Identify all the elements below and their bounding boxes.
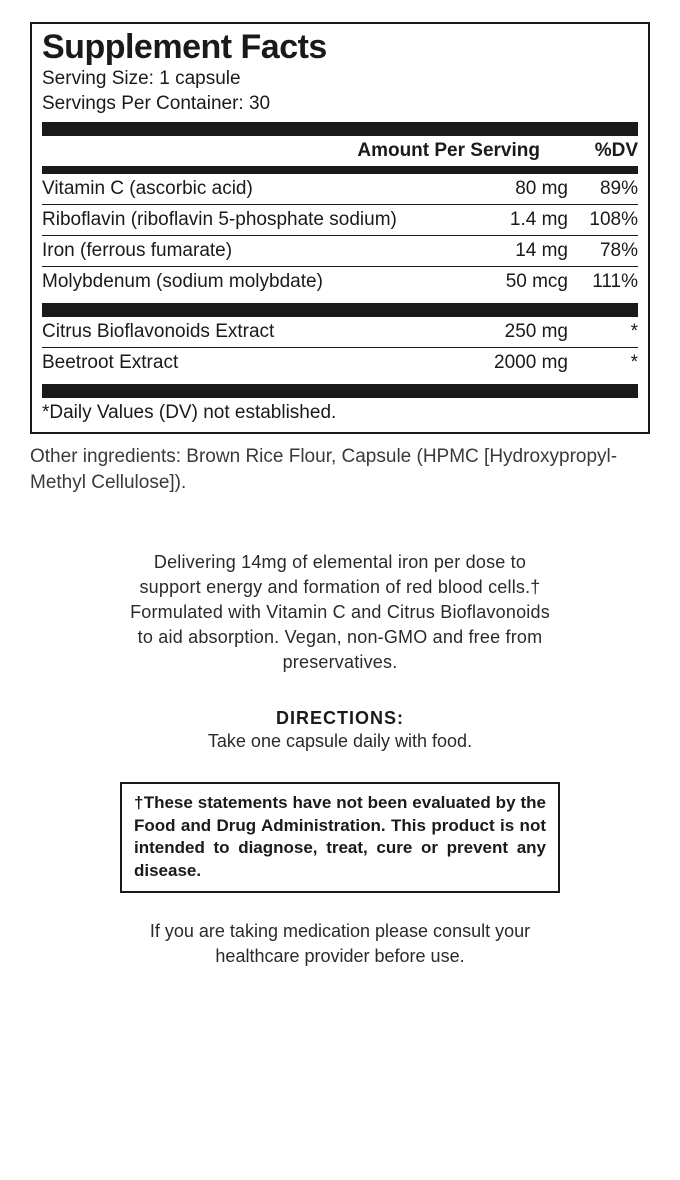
- table-row: Citrus Bioflavonoids Extract 250 mg *: [42, 317, 638, 348]
- nutrient-name: Citrus Bioflavonoids Extract: [42, 321, 458, 343]
- nutrient-amount: 1.4 mg: [458, 209, 568, 231]
- directions-label: DIRECTIONS:: [30, 708, 650, 729]
- dv-footnote: *Daily Values (DV) not established.: [42, 398, 638, 424]
- nutrient-dv: 89%: [568, 178, 638, 200]
- table-row: Riboflavin (riboflavin 5-phosphate sodiu…: [42, 205, 638, 236]
- nutrient-name: Iron (ferrous fumarate): [42, 240, 458, 262]
- nutrient-amount: 80 mg: [458, 178, 568, 200]
- directions-text: Take one capsule daily with food.: [30, 731, 650, 752]
- nutrient-dv: *: [568, 321, 638, 343]
- fda-disclaimer: †These statements have not been evaluate…: [120, 782, 560, 894]
- table-row: Molybdenum (sodium molybdate) 50 mcg 111…: [42, 267, 638, 297]
- supplement-facts-panel: Supplement Facts Serving Size: 1 capsule…: [30, 22, 650, 434]
- other-ingredients: Other ingredients: Brown Rice Flour, Cap…: [30, 444, 650, 495]
- divider-thick: [42, 303, 638, 317]
- product-description: Delivering 14mg of elemental iron per do…: [125, 550, 555, 676]
- table-row: Beetroot Extract 2000 mg *: [42, 348, 638, 378]
- divider-thick: [42, 384, 638, 398]
- nutrient-amount: 14 mg: [458, 240, 568, 262]
- nutrient-dv: 108%: [568, 209, 638, 231]
- header-dv: %DV: [568, 140, 638, 162]
- table-row: Iron (ferrous fumarate) 14 mg 78%: [42, 236, 638, 267]
- consult-warning: If you are taking medication please cons…: [140, 919, 540, 968]
- table-row: Vitamin C (ascorbic acid) 80 mg 89%: [42, 174, 638, 205]
- nutrient-amount: 250 mg: [458, 321, 568, 343]
- nutrient-name: Molybdenum (sodium molybdate): [42, 271, 458, 293]
- divider-medium: [42, 166, 638, 174]
- nutrient-dv: 111%: [568, 271, 638, 293]
- nutrient-name: Vitamin C (ascorbic acid): [42, 178, 458, 200]
- nutrient-name: Beetroot Extract: [42, 352, 458, 374]
- table-header-row: Amount Per Serving %DV: [42, 136, 638, 166]
- nutrient-dv: *: [568, 352, 638, 374]
- divider-thick: [42, 122, 638, 136]
- facts-title: Supplement Facts: [42, 28, 638, 67]
- header-amount: Amount Per Serving: [357, 140, 568, 162]
- nutrient-name: Riboflavin (riboflavin 5-phosphate sodiu…: [42, 209, 458, 231]
- nutrient-dv: 78%: [568, 240, 638, 262]
- servings-per-container: Servings Per Container: 30: [42, 92, 638, 117]
- nutrient-amount: 2000 mg: [458, 352, 568, 374]
- serving-size: Serving Size: 1 capsule: [42, 67, 638, 92]
- nutrient-amount: 50 mcg: [458, 271, 568, 293]
